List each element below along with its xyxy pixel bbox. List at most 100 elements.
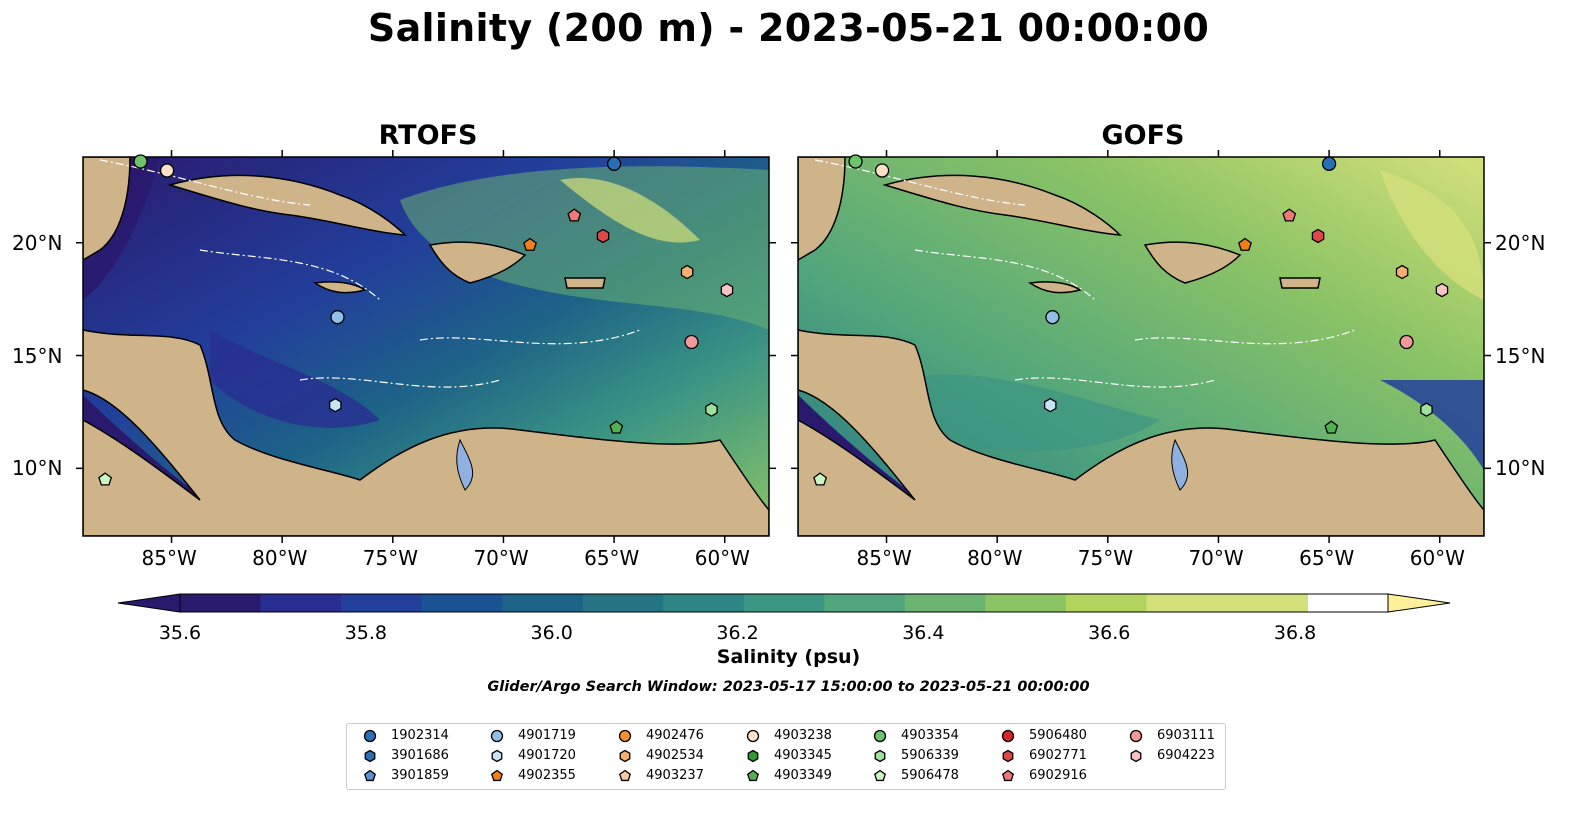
hexagon-marker-icon xyxy=(874,749,886,763)
legend-label: 4901720 xyxy=(518,748,576,763)
float-marker-5906478 xyxy=(813,472,828,486)
float-marker-6902916 xyxy=(567,208,582,222)
colorbar-label: Salinity (psu) xyxy=(716,646,861,668)
rtofs-salinity-patch xyxy=(560,178,700,243)
panel-title-gofs: GOFS xyxy=(1101,120,1185,151)
legend-label: 3901686 xyxy=(391,748,449,763)
float-marker-4902355 xyxy=(1238,237,1252,251)
colorbar-segment xyxy=(743,594,825,612)
circle-marker-icon xyxy=(1129,729,1143,743)
colorbar-extend-min xyxy=(117,593,181,613)
legend-marker-3901859 xyxy=(364,769,376,782)
pentagon-marker-icon xyxy=(619,769,631,782)
hexagon-marker-icon xyxy=(619,749,631,763)
circle-marker-icon xyxy=(746,729,760,743)
legend-label: 4901719 xyxy=(518,728,576,743)
legend-label: 4903237 xyxy=(646,768,704,783)
legend-marker-6902916 xyxy=(1002,769,1014,782)
colorbar-segment xyxy=(502,594,584,612)
pentagon-marker-icon xyxy=(1002,769,1014,782)
circle-marker-icon xyxy=(490,729,504,743)
legend-label: 4903345 xyxy=(774,748,832,763)
float-marker-4903238 xyxy=(874,163,890,178)
legend-marker-4901719 xyxy=(490,729,504,743)
colorbar-tick-label: 35.6 xyxy=(158,622,202,644)
pentagon-marker-icon xyxy=(364,769,376,782)
figure-title: Salinity (200 m) - 2023-05-21 00:00:00 xyxy=(367,6,1210,50)
float-marker-4902534 xyxy=(680,264,694,280)
legend-label: 4903354 xyxy=(901,728,959,743)
float-marker-5906478 xyxy=(98,472,113,486)
float-marker-4903349 xyxy=(1324,420,1339,434)
legend-marker-5906480 xyxy=(1001,729,1015,743)
colorbar-tick-label: 36.2 xyxy=(716,622,759,644)
circle-marker-icon xyxy=(1001,729,1015,743)
legend-marker-5906339 xyxy=(874,749,886,763)
legend-label: 6902771 xyxy=(1029,748,1087,763)
pentagon-marker-icon xyxy=(747,769,759,782)
legend-label: 5906480 xyxy=(1029,728,1087,743)
float-marker-4902355 xyxy=(523,237,537,251)
colorbar-segment xyxy=(663,594,745,612)
legend-marker-4901720 xyxy=(491,749,503,763)
colorbar-segment xyxy=(341,594,423,612)
legend-marker-6903111 xyxy=(1129,729,1143,743)
legend: 1902314 3901686 3901859 4901719 4901720 49023… xyxy=(346,723,1226,790)
legend-label: 4902355 xyxy=(518,768,576,783)
legend-label: 5906339 xyxy=(901,748,959,763)
lon-tick-label: 85°W xyxy=(141,546,197,570)
colorbar-segment xyxy=(180,594,262,612)
gofs-land-central-south-america xyxy=(798,329,1484,536)
float-marker-4903238 xyxy=(159,163,175,178)
colorbar-segment xyxy=(985,594,1067,612)
float-marker-1902314 xyxy=(606,156,622,171)
gofs-salinity-patch xyxy=(900,374,1160,452)
float-marker-6904223 xyxy=(1435,282,1449,298)
rtofs-land-yucatan xyxy=(83,157,131,261)
hexagon-marker-icon xyxy=(1130,749,1142,763)
colorbar-segment xyxy=(824,594,906,612)
colorbar-segment xyxy=(260,594,342,612)
rtofs-land-hispaniola xyxy=(428,241,527,284)
gofs-salinity-patch xyxy=(1380,170,1484,300)
colorbar-tick-label: 36.0 xyxy=(530,622,573,644)
legend-label: 4902476 xyxy=(646,728,704,743)
legend-label: 6902916 xyxy=(1029,768,1087,783)
hexagon-marker-icon xyxy=(364,749,376,763)
lon-tick-label: 70°W xyxy=(473,546,529,570)
colorbar-segment xyxy=(1146,594,1228,612)
lon-tick-label: 65°W xyxy=(1299,546,1355,570)
rtofs-lake-maracaibo xyxy=(456,438,474,491)
float-marker-6903111 xyxy=(1399,334,1414,350)
gofs-land-jamaica xyxy=(1027,281,1082,294)
circle-marker-icon xyxy=(618,729,632,743)
gofs-land-hispaniola xyxy=(1143,241,1242,284)
gofs-land-yucatan xyxy=(798,157,846,261)
float-marker-5906339 xyxy=(705,402,718,417)
rtofs-frame xyxy=(82,156,770,537)
float-marker-6902771 xyxy=(596,228,610,244)
legend-marker-4903237 xyxy=(619,769,631,782)
legend-label: 4903238 xyxy=(774,728,832,743)
float-marker-4902534 xyxy=(1395,264,1409,280)
float-marker-4901719 xyxy=(1045,310,1060,325)
float-marker-1902314 xyxy=(1321,156,1337,171)
colorbar-segment xyxy=(904,594,986,612)
lon-tick-label: 60°W xyxy=(1409,546,1465,570)
float-marker-4903349 xyxy=(609,420,624,434)
legend-marker-6902771 xyxy=(1002,749,1014,763)
axis-tick-marks xyxy=(76,150,1491,543)
float-marker-5906339 xyxy=(1420,402,1433,417)
rtofs-map xyxy=(83,157,769,536)
search-window-text: Glider/Argo Search Window: 2023-05-17 15… xyxy=(487,679,1090,695)
colorbar-segment xyxy=(582,594,664,612)
hexagon-marker-icon xyxy=(491,749,503,763)
float-marker-6903111 xyxy=(684,334,699,350)
pentagon-marker-icon xyxy=(874,769,886,782)
rtofs-salinity-patch xyxy=(400,166,769,330)
colorbar-segment xyxy=(1065,594,1147,612)
lat-tick-label: 10°N xyxy=(12,456,63,481)
hexagon-marker-icon xyxy=(747,749,759,763)
float-markers xyxy=(98,154,1449,486)
colorbar-outline xyxy=(179,593,1389,613)
